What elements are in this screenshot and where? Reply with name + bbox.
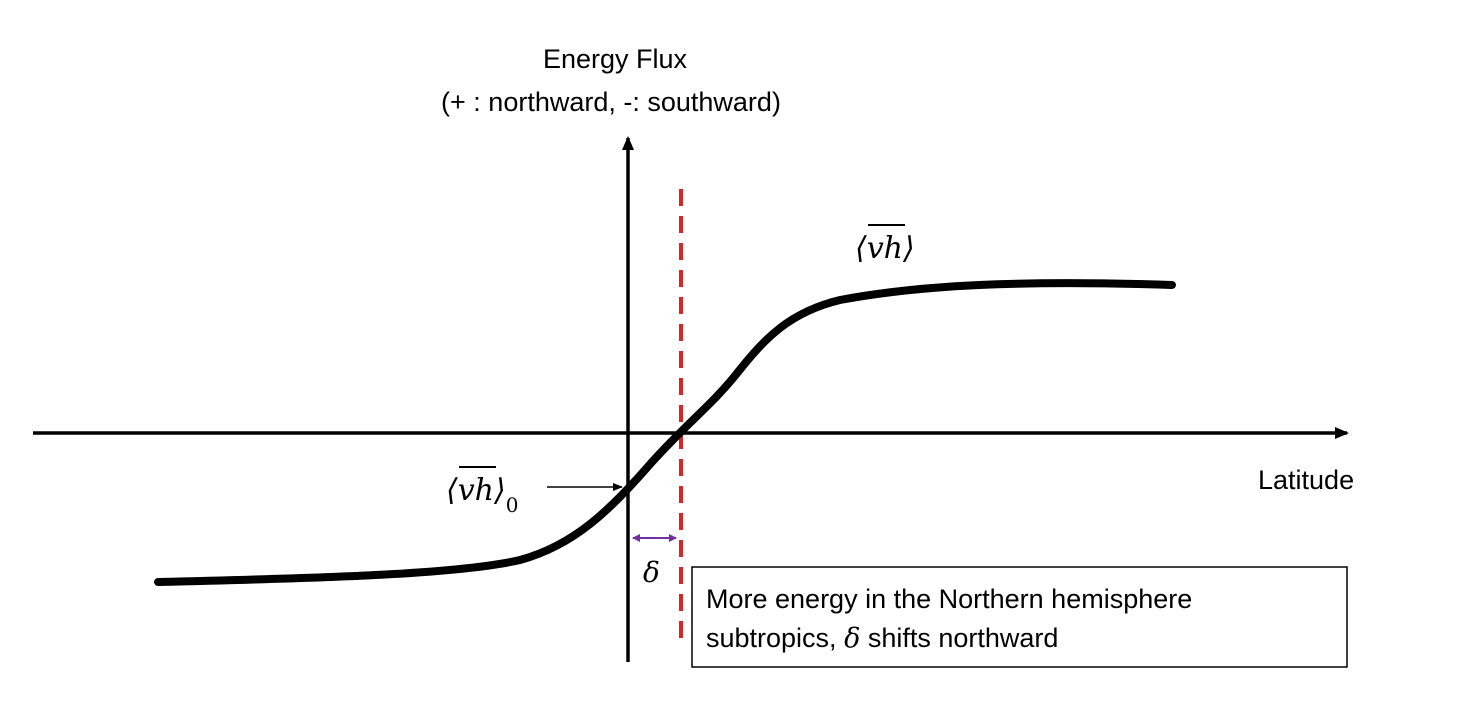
svg-text:⟨vh⟩: ⟨vh⟩ <box>855 231 915 266</box>
y-axis-title-line1: Energy Flux <box>543 44 688 74</box>
x-axis-label: Latitude <box>1258 465 1354 495</box>
intercept-label: ⟨vh⟩0 <box>446 466 518 517</box>
energy-flux-curve <box>154 279 1176 586</box>
svg-text:⟨vh⟩0: ⟨vh⟩0 <box>446 473 518 517</box>
y-axis-title-line2: (+ : northward, -: southward) <box>441 87 781 117</box>
note-box <box>691 566 1348 668</box>
delta-symbol: δ <box>643 556 660 589</box>
curve-label: ⟨vh⟩ <box>855 224 915 266</box>
note-line2: subtropics, δ shifts northward <box>706 623 1058 654</box>
note-line1: More energy in the Northern hemisphere <box>706 584 1192 614</box>
